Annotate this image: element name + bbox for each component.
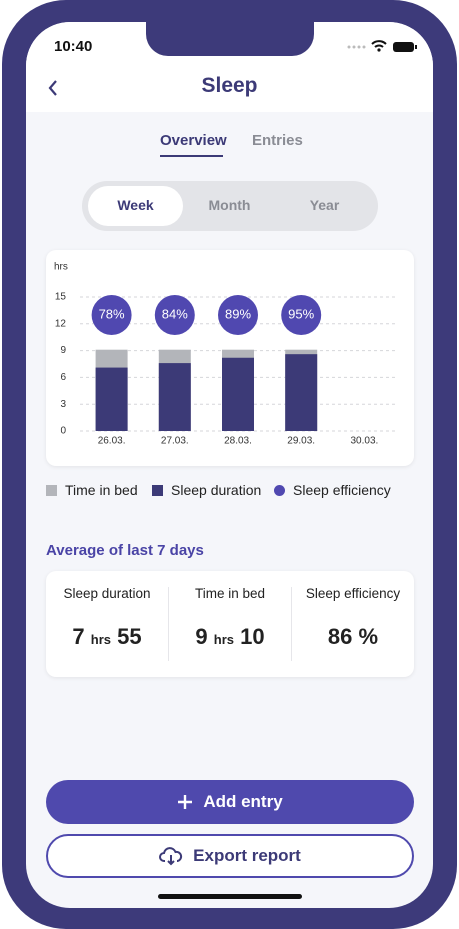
add-entry-button[interactable]: Add entry (46, 780, 414, 824)
legend-swatch (46, 484, 57, 496)
period-week[interactable]: Week (117, 197, 154, 213)
chart: hrs 0 3 6 9 12 15 26.03. 78% 27.03. 84% 28.03. 89% 2… (54, 262, 396, 447)
home-indicator (158, 894, 302, 899)
status-icons (347, 40, 417, 52)
x-tick-label: 29.03. (287, 436, 315, 447)
legend-item: Time in bed (46, 482, 138, 498)
legend-swatch (274, 484, 285, 496)
export-button[interactable]: Export report (46, 834, 414, 878)
stat-value: 9 hrs 10 (169, 624, 291, 650)
minutes: 55 (117, 624, 142, 649)
period-year[interactable]: Year (309, 197, 340, 213)
efficiency-label: 78% (99, 306, 125, 321)
tab-entries[interactable]: Entries (252, 132, 303, 149)
minutes: 10 (240, 624, 265, 649)
status-time: 10:40 (54, 38, 93, 55)
stat-label: Sleep duration (63, 586, 151, 601)
period-selected (88, 186, 183, 226)
legend-swatch (152, 484, 163, 496)
y-tick-label: 3 (60, 399, 66, 410)
y-tick-label: 9 (60, 345, 66, 356)
x-tick-label: 26.03. (98, 436, 126, 447)
y-axis-label: hrs (54, 262, 68, 273)
tab-overview[interactable]: Overview (160, 132, 227, 149)
bar (222, 357, 254, 431)
stat-label: Time in bed (194, 586, 266, 601)
unit: hrs (90, 632, 111, 647)
legend-item: Sleep efficiency (274, 482, 391, 498)
y-tick-label: 15 (55, 292, 67, 303)
hours: 9 (195, 624, 208, 649)
efficiency-badge (154, 295, 195, 335)
legend-label: Time in bed (65, 482, 138, 498)
bar (285, 354, 318, 431)
bar (95, 367, 128, 431)
y-tick-label: 0 (60, 426, 66, 437)
efficiency-badge (91, 295, 132, 335)
button-label: Export report (193, 846, 301, 865)
plus-icon (178, 795, 193, 809)
screen-title: Sleep (201, 74, 258, 97)
unit: hrs (213, 632, 234, 647)
legend-label: Sleep efficiency (293, 482, 391, 498)
period-month[interactable]: Month (208, 197, 251, 213)
section-title: Average of last 7 days (46, 542, 204, 559)
y-tick-label: 12 (55, 318, 67, 329)
divider (168, 587, 169, 661)
y-tick-label: 6 (60, 372, 66, 383)
bar (158, 363, 191, 431)
cloud-icon (159, 847, 183, 866)
divider (291, 587, 292, 661)
x-tick-label: 27.03. (161, 436, 189, 447)
tab-underline (160, 155, 223, 157)
legend-label: Sleep duration (171, 482, 262, 498)
efficiency-badge (218, 295, 258, 335)
legend-item: Sleep duration (152, 482, 261, 498)
x-tick-label: 28.03. (224, 436, 252, 447)
notch (146, 22, 314, 56)
stat-label: Sleep efficiency (305, 586, 401, 601)
stat-value: 7 hrs 55 (46, 624, 168, 650)
back-button[interactable] (46, 78, 62, 98)
efficiency-label: 89% (225, 306, 251, 321)
button-label: Add entry (203, 792, 283, 811)
hours: 7 (72, 624, 85, 649)
efficiency-label: 84% (162, 306, 188, 321)
efficiency-label: 95% (288, 306, 314, 321)
stats-card (46, 571, 414, 677)
efficiency-badge (281, 295, 322, 335)
x-tick-label: 30.03. (350, 436, 378, 447)
stat-value: 86 % (327, 624, 379, 649)
